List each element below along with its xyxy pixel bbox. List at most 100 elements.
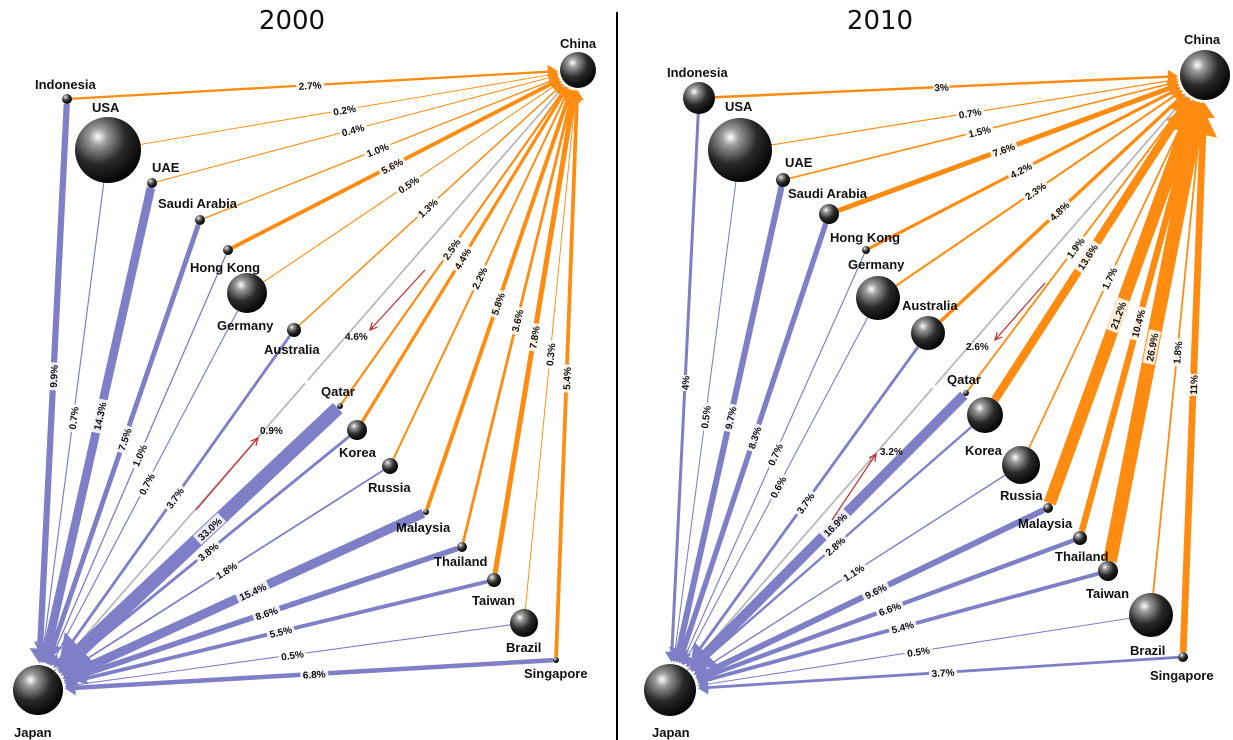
edge-2000-malaysia-china-label: 5.8% xyxy=(490,292,508,317)
edge-2010-taiwan-japan-label-bg xyxy=(887,617,918,637)
edge-2000-germany-japan-label: 0.7% xyxy=(138,472,158,497)
edge-2000-indonesia-china-label-bg xyxy=(295,78,325,92)
edge-2010-singapore-china-head xyxy=(1191,101,1216,119)
edge-2000-russia-china-label-bg xyxy=(467,262,491,294)
node-label-2010-saudiarabia: Saudi Arabia xyxy=(788,186,868,201)
edge-2000-russia-china-label: 2.2% xyxy=(471,266,491,291)
edge-2010-qatar-japan-label-bg xyxy=(818,508,852,541)
edge-2010-thailand-china-label-bg xyxy=(1127,305,1149,342)
edge-2010-uae-japan-label-bg xyxy=(721,402,740,433)
edge-2010-singapore-japan-label-bg xyxy=(928,665,958,680)
bilateral-2000-china-to-japan-label: 0.9% xyxy=(260,426,283,437)
edge-2000-uae-japan-label: 14.3% xyxy=(93,401,110,431)
edge-2010-hongkong-japan-label: 0.7% xyxy=(767,442,786,467)
node-2010-taiwan xyxy=(1098,561,1118,581)
edge-2000-uae-china-label: 0.4% xyxy=(341,123,366,140)
edge-2000-saudiarabia-japan-label-bg xyxy=(114,424,135,455)
edge-2010-korea-japan-label-bg xyxy=(820,532,850,560)
edge-2010-saudiarabia-china-label: 7.6% xyxy=(992,142,1017,160)
node-label-2010-thailand: Thailand xyxy=(1055,549,1109,564)
node-label-2010-china: China xyxy=(1184,32,1221,47)
edge-2010-taiwan-china-label: 26.9% xyxy=(1145,332,1161,362)
node-label-2000-usa: USA xyxy=(92,100,120,115)
edge-2010-usa-japan-label: 0.5% xyxy=(700,405,714,429)
edge-2000-thailand-china-label-bg xyxy=(507,305,527,336)
bilateral-2010-to-japan-arrow-head xyxy=(994,332,1003,342)
node-label-2010-australia: Australia xyxy=(902,298,958,313)
edge-2010-uae-china-label: 1.5% xyxy=(967,124,992,140)
node-2000-brazil xyxy=(510,609,538,637)
bilateral-2010-to-china-arrow xyxy=(831,453,877,521)
edge-2000-uae-japan-label-bg xyxy=(90,398,110,434)
node-2000-hongkong xyxy=(223,245,233,255)
edge-2010-saudiarabia-japan-label-bg xyxy=(744,422,765,453)
edge-2000-indonesia-japan-label-bg xyxy=(46,362,61,391)
edge-2010-germany-china-label-bg xyxy=(1020,177,1051,204)
edge-2000-thailand-japan-label-bg xyxy=(251,602,282,624)
edge-2010-uae-china-label-bg xyxy=(964,121,995,141)
node-2010-germany xyxy=(856,276,900,320)
edge-2000-japan-china-label-bg xyxy=(300,376,313,388)
node-label-2000-malaysia: Malaysia xyxy=(396,520,451,535)
edge-2000-germany-japan-label-bg xyxy=(134,468,159,500)
edge-2010-brazil-japan-label: 0.5% xyxy=(907,646,931,660)
edge-2010-korea-china-label-bg xyxy=(1073,239,1102,275)
edge-2010-usa-china-label-bg xyxy=(955,104,985,122)
node-2010-korea xyxy=(967,397,1003,433)
node-label-2000-korea: Korea xyxy=(339,445,377,460)
edge-2010-malaysia-japan-label-bg xyxy=(860,579,891,603)
panel-2000-network: 9.9%0.7% 14.3%7.5%1.0%0.7%3.7%33.0%3.8%1.… xyxy=(13,36,597,740)
edge-2010-australia-japan-label-bg xyxy=(792,488,819,518)
bilateral-2000-to-japan-arrow xyxy=(369,269,426,331)
edge-2000-brazil-china-label: 0.3% xyxy=(545,343,558,367)
edge-2000-saudiarabia-china-label: 1.0% xyxy=(365,142,390,161)
node-label-2000-brazil: Brazil xyxy=(506,640,541,655)
node-2000-thailand xyxy=(457,542,467,552)
node-2010-russia xyxy=(1002,446,1040,484)
node-label-2010-qatar: Qatar xyxy=(947,372,981,387)
edge-2000-saudiarabia-japan-label: 7.5% xyxy=(117,427,135,452)
edge-2010-germany-japan-label: 0.6% xyxy=(769,475,789,500)
node-2010-japan xyxy=(644,664,696,716)
edge-2010-russia-japan-label-bg xyxy=(838,559,869,585)
node-label-2000-russia: Russia xyxy=(368,480,411,495)
edge-2000-indonesia-japan-label: 9.9% xyxy=(49,365,61,388)
edge-2000-usa-china-label: 0.2% xyxy=(333,104,357,119)
node-label-2010-malaysia: Malaysia xyxy=(1018,516,1073,531)
edge-2000-usa-japan-label: 0.7% xyxy=(68,406,82,430)
node-2000-saudiarabia xyxy=(195,215,205,225)
node-2000-uae xyxy=(147,178,157,188)
edge-2010-malaysia-china-label-bg xyxy=(1106,297,1130,334)
edge-2010-thailand-japan-label-bg xyxy=(874,598,905,620)
node-2010-usa xyxy=(708,118,772,182)
edge-2000-taiwan-china-label: 7.8% xyxy=(528,325,543,349)
node-2010-saudiarabia xyxy=(819,204,839,224)
edge-2000-qatar-china-label-bg xyxy=(438,234,465,264)
bilateral-2000-to-japan-arrow-head xyxy=(369,322,378,332)
node-label-2000-hongkong: Hong Kong xyxy=(190,260,260,275)
edge-2010-brazil-china-label-bg xyxy=(1169,337,1185,367)
edge-2010-indonesia-japan-label: 4% xyxy=(681,375,693,390)
node-label-2010-uae: UAE xyxy=(785,155,813,170)
node-label-2010-germany: Germany xyxy=(848,257,905,272)
edge-2000-taiwan-japan-label-bg xyxy=(265,622,296,641)
edge-2010-indonesia-china-label: 3% xyxy=(934,83,949,95)
node-2000-qatar xyxy=(337,403,343,409)
edge-2010-usa-china-label: 0.7% xyxy=(958,107,982,122)
edge-2000-saudiarabia-china-label-bg xyxy=(362,138,393,161)
edge-2000-hongkong-china-label-bg xyxy=(376,153,408,178)
edge-2010-brazil-china-label: 1.8% xyxy=(1172,341,1185,365)
edge-2010-usa-japan-label-bg xyxy=(697,402,714,432)
edge-2000-australia-japan-label-bg xyxy=(161,482,188,513)
edge-2010-japan-china-label-bg xyxy=(928,381,940,393)
edge-2010-malaysia-japan-label: 9.6% xyxy=(864,582,889,602)
edge-2010-qatar-china-label-bg xyxy=(1062,232,1089,263)
node-label-2000-japan: Japan xyxy=(14,725,52,740)
node-2010-qatar xyxy=(963,390,969,396)
edge-2000-thailand-japan-label: 8.6% xyxy=(254,605,279,623)
edge-2010-taiwan-japan-label: 5.4% xyxy=(890,620,915,637)
node-label-2000-china: China xyxy=(560,36,597,51)
edge-2000-hongkong-japan-label: 1.0% xyxy=(131,443,150,468)
node-2000-germany xyxy=(227,273,267,313)
